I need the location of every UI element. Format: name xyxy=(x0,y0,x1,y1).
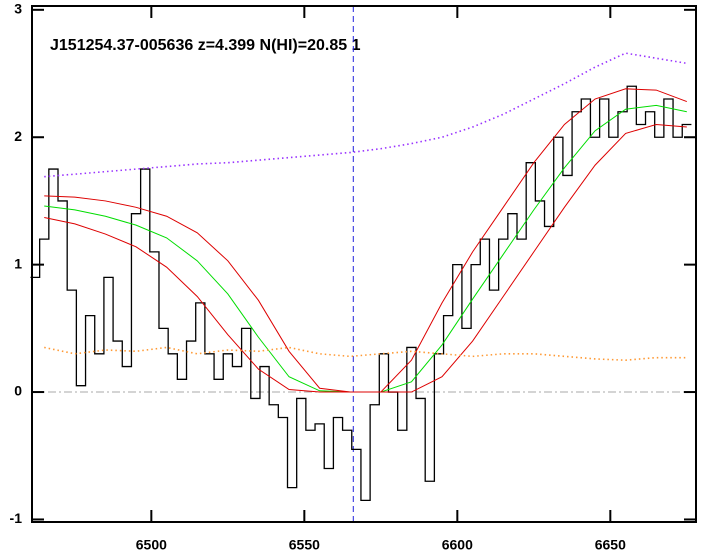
y-tick-label: 0 xyxy=(14,383,22,399)
y-tick-label: -1 xyxy=(10,510,23,526)
series-flux xyxy=(30,85,692,501)
series-lower xyxy=(44,123,687,393)
x-tick-label: 6600 xyxy=(442,537,473,553)
x-tick-label: 6500 xyxy=(136,537,167,553)
y-tick-label: 1 xyxy=(14,255,22,271)
x-tick-label: 6650 xyxy=(595,537,626,553)
series-error xyxy=(44,346,687,361)
x-tick-label: 6550 xyxy=(289,537,320,553)
chart-title: J151254.37-005636 z=4.399 N(HI)=20.85 1 xyxy=(50,37,361,54)
y-tick-label: 3 xyxy=(14,1,22,17)
y-tick-label: 2 xyxy=(14,128,22,144)
